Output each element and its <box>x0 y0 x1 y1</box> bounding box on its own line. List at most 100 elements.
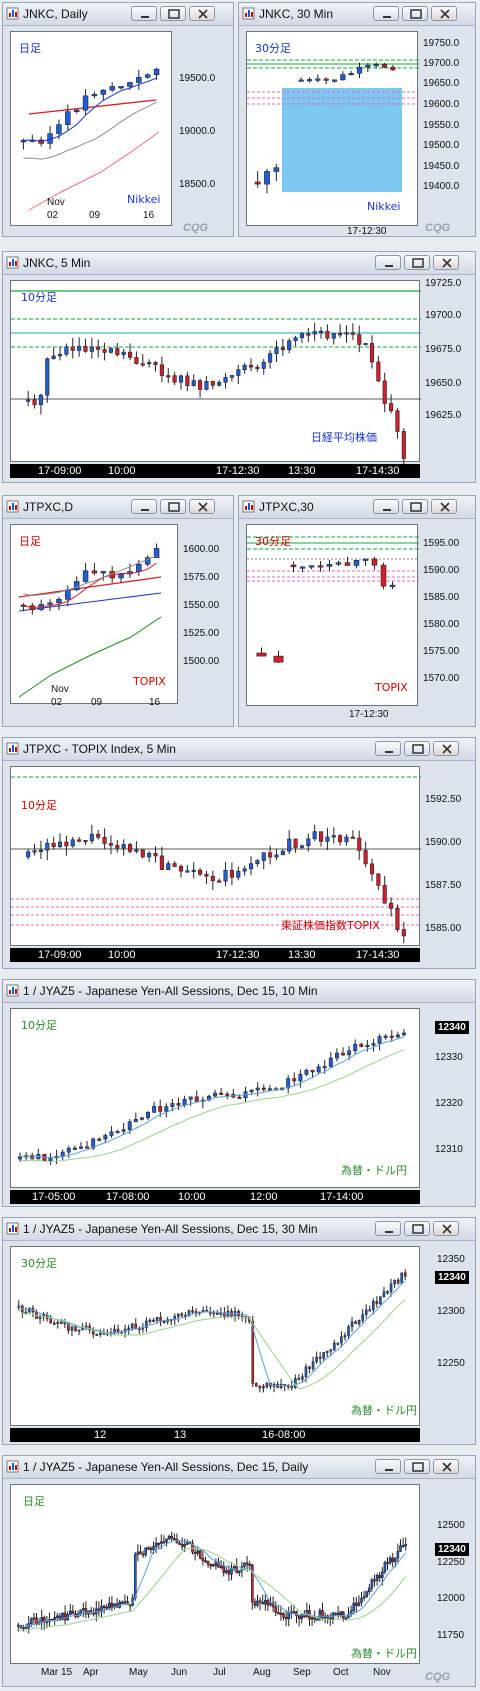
window-jnkc-30min[interactable]: JNKC, 30 Min 30分足 Nikkei 19750.0 19700.0… <box>238 2 476 237</box>
window-jnkc-daily[interactable]: JNKC, Daily 日足 Nikkei 19500.0 19000.0 18… <box>2 2 234 237</box>
close-button[interactable] <box>433 255 459 270</box>
chart-plot-area[interactable]: 10分足 東証株価指数TOPIX <box>10 766 421 946</box>
y-tick: 11750 <box>437 1630 465 1641</box>
chart-plot-area[interactable]: 10分足 為替・ドル円 <box>10 1008 420 1188</box>
minimize-button[interactable] <box>375 1459 401 1474</box>
candle <box>326 559 333 571</box>
window-jtpxc-daily[interactable]: JTPXC,D 日足 TOPIX 1600.00 1575.00 1550.00… <box>2 495 234 727</box>
maximize-button[interactable] <box>160 6 186 21</box>
title-bar[interactable]: JTPXC - TOPIX Index, 5 Min <box>3 738 475 761</box>
title-bar[interactable]: JTPXC,30 <box>239 496 475 519</box>
maximize-button[interactable] <box>402 499 428 514</box>
x-month-label: Nov <box>47 197 65 208</box>
chart-app-icon <box>6 500 19 513</box>
candle <box>126 1595 129 1605</box>
candle <box>311 1356 315 1372</box>
close-button[interactable] <box>189 6 215 21</box>
candle <box>389 897 394 917</box>
candle <box>164 1103 169 1118</box>
close-button[interactable] <box>433 1221 459 1236</box>
chart-app-icon <box>6 984 19 997</box>
window-jtpxc-5min[interactable]: JTPXC - TOPIX Index, 5 Min 10分足 東証株価指数TO… <box>2 737 476 969</box>
candle <box>233 1306 237 1322</box>
title-bar[interactable]: 1 / JYAZ5 - Japanese Yen-All Sessions, D… <box>3 1218 475 1241</box>
chart-plot-area[interactable]: 日足 Nikkei <box>10 31 172 226</box>
candle <box>368 1305 372 1312</box>
x-tick: 17-08:00 <box>106 1191 150 1203</box>
minimize-button[interactable] <box>375 255 401 270</box>
window-jyaz5-10min[interactable]: 1 / JYAZ5 - Japanese Yen-All Sessions, D… <box>2 979 476 1207</box>
window-jtpxc-30min[interactable]: JTPXC,30 30分足 TOPIX 1595.00 1590.00 1585… <box>238 495 476 727</box>
title-bar[interactable]: 1 / JYAZ5 - Japanese Yen-All Sessions, D… <box>3 1456 475 1479</box>
candle <box>115 1129 120 1134</box>
moving-average-line <box>18 1280 406 1387</box>
maximize-button[interactable] <box>402 6 428 21</box>
window-jyaz5-30min[interactable]: 1 / JYAZ5 - Japanese Yen-All Sessions, D… <box>2 1217 476 1445</box>
close-button[interactable] <box>433 741 459 756</box>
candle <box>341 1047 345 1057</box>
trend-line <box>28 99 157 115</box>
x-axis: 17-09:00 10:00 17-12:30 13:30 17-14:30 <box>10 948 420 962</box>
candle <box>382 372 387 413</box>
y-tick: 19750.0 <box>423 38 460 49</box>
x-tick: 17-12:30 <box>347 226 387 237</box>
candle <box>223 861 228 887</box>
chart-plot-area[interactable]: 30分足 TOPIX <box>246 524 419 706</box>
title-bar[interactable]: JNKC, 5 Min <box>3 252 475 275</box>
candle <box>294 1374 297 1389</box>
maximize-button[interactable] <box>404 1221 430 1236</box>
title-bar[interactable]: JNKC, 30 Min <box>239 3 475 26</box>
minimize-button[interactable] <box>131 6 157 21</box>
minimize-button[interactable] <box>375 741 401 756</box>
window-title: 1 / JYAZ5 - Japanese Yen-All Sessions, D… <box>23 1460 309 1474</box>
x-tick: Mar 15 <box>41 1667 73 1678</box>
candle <box>265 1381 269 1389</box>
minimize-button[interactable] <box>375 1221 401 1236</box>
maximize-button[interactable] <box>404 255 430 270</box>
candle <box>153 543 160 558</box>
candle <box>31 1305 35 1318</box>
close-button[interactable] <box>189 499 215 514</box>
candle <box>264 168 270 194</box>
candle <box>87 1610 90 1619</box>
title-bar[interactable]: JNKC, Daily <box>3 3 233 26</box>
close-button[interactable] <box>433 1459 459 1474</box>
maximize-button[interactable] <box>160 499 186 514</box>
x-tick: 16 <box>143 210 155 221</box>
minimize-button[interactable] <box>131 499 157 514</box>
candle <box>393 1279 396 1288</box>
chart-plot-area[interactable]: 日足 TOPIX <box>10 524 178 704</box>
chart-plot-area[interactable]: 30分足 為替・ドル円 <box>10 1246 420 1426</box>
candle <box>229 375 234 382</box>
maximize-button[interactable] <box>404 741 430 756</box>
candle <box>396 1277 400 1285</box>
candle <box>236 866 241 881</box>
window-jnkc-5min[interactable]: JNKC, 5 Min 10分足 日経平均株価 19725.0 19700.0 … <box>2 251 476 483</box>
candle <box>108 835 114 855</box>
title-bar[interactable]: JTPXC,D <box>3 496 233 519</box>
candle <box>65 585 71 607</box>
candle <box>172 371 177 385</box>
candle <box>32 1612 36 1626</box>
title-bar[interactable]: 1 / JYAZ5 - Japanese Yen-All Sessions, D… <box>3 980 475 1003</box>
candle <box>53 1611 57 1626</box>
chart-plot-area[interactable]: 10分足 日経平均株価 <box>10 280 421 466</box>
timeframe-label: 30分足 <box>255 535 291 548</box>
chart-plot-area[interactable]: 30分足 Nikkei <box>246 31 419 226</box>
minimize-button[interactable] <box>373 6 399 21</box>
chart-plot-area[interactable]: 日足 為替・ドル円 <box>10 1484 420 1664</box>
highlight-range <box>282 88 402 192</box>
candle <box>118 1599 121 1609</box>
window-jyaz5-daily[interactable]: 1 / JYAZ5 - Japanese Yen-All Sessions, D… <box>2 1455 476 1687</box>
candle <box>372 1298 375 1315</box>
x-tick: 17-09:00 <box>38 949 82 961</box>
close-button[interactable] <box>431 499 457 514</box>
minimize-button[interactable] <box>373 499 399 514</box>
candle <box>280 338 285 356</box>
close-button[interactable] <box>431 6 457 21</box>
maximize-button[interactable] <box>404 1459 430 1474</box>
candle <box>343 1332 347 1341</box>
instrument-label: 為替・ドル円 <box>341 1164 407 1177</box>
candle <box>236 364 241 385</box>
candle <box>113 1324 116 1336</box>
